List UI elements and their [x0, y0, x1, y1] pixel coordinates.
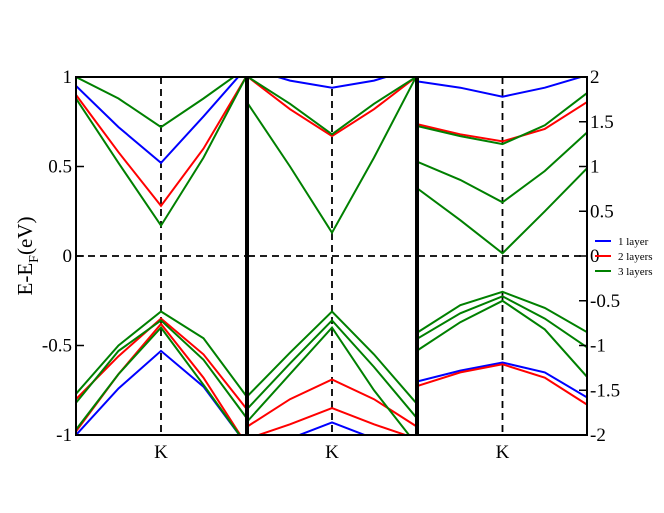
band-line — [418, 290, 587, 333]
band-lines — [248, 77, 416, 435]
legend-label: 2 layers — [618, 251, 653, 263]
panel-right: K -2 -1.5 -1 -0.5 0 0.5 1 1.5 2 — [417, 67, 620, 463]
band-line — [418, 131, 587, 204]
y-tick-label: -0.5 — [42, 336, 72, 357]
band-line — [274, 77, 390, 89]
y-tick-label: 1.5 — [590, 112, 614, 133]
band-line — [76, 77, 246, 208]
y-tick-label: 2 — [590, 67, 600, 88]
y-tick-label: 0 — [590, 246, 600, 267]
band-line — [418, 101, 587, 143]
band-line — [418, 299, 587, 378]
band-line — [76, 319, 246, 418]
band-lines — [76, 77, 246, 435]
band-line — [296, 421, 368, 435]
y-axis-label: E-EF(eV) — [13, 217, 42, 296]
band-line — [418, 363, 587, 406]
band-line — [76, 77, 246, 228]
band-line — [76, 77, 236, 129]
band-line — [76, 310, 246, 397]
y-tick-label: 0.5 — [590, 201, 614, 222]
y-tick-label: 1 — [63, 67, 73, 88]
y-tick-label: -1.5 — [590, 380, 620, 401]
y-tick-label: 0 — [63, 246, 73, 267]
y-tick-label: 1 — [590, 157, 600, 178]
band-line — [248, 318, 416, 418]
band-line — [255, 407, 409, 435]
y-axis-label-subscript: F — [27, 255, 42, 263]
band-line — [248, 77, 416, 138]
band-line — [418, 295, 587, 349]
y-tick-label: -2 — [590, 425, 606, 446]
band-line — [76, 326, 241, 435]
x-tick-label: K — [496, 442, 510, 463]
band-line — [418, 92, 587, 146]
legend-label: 3 layers — [618, 266, 653, 278]
band-line — [248, 77, 416, 235]
panel-middle: K — [247, 76, 417, 463]
y-axis-label-main: E-E — [13, 263, 37, 296]
band-line — [76, 317, 246, 409]
y-axis-label-unit: (eV) — [13, 217, 37, 255]
band-line — [418, 361, 587, 399]
panel-frame — [247, 76, 417, 436]
band-line — [248, 325, 411, 435]
y-tick-label: -1 — [590, 336, 606, 357]
legend-label: 1 layer — [618, 236, 649, 248]
y-tick-label: -0.5 — [590, 291, 620, 312]
band-line — [248, 77, 416, 136]
x-tick-label: K — [154, 442, 168, 463]
band-line — [418, 167, 587, 255]
panel-left: K -1 -0.5 0 0.5 1 — [42, 67, 247, 463]
y-axis-title: E-EF(eV) — [13, 217, 42, 296]
band-lines — [418, 77, 587, 406]
y-tick-label: -1 — [56, 425, 72, 446]
y-tick-label: 0.5 — [48, 157, 72, 178]
band-line — [418, 77, 585, 98]
band-line — [76, 77, 240, 165]
legend: 1 layer 2 layers 3 layers — [595, 236, 653, 278]
band-line — [248, 310, 416, 404]
x-tick-label: K — [325, 442, 339, 463]
